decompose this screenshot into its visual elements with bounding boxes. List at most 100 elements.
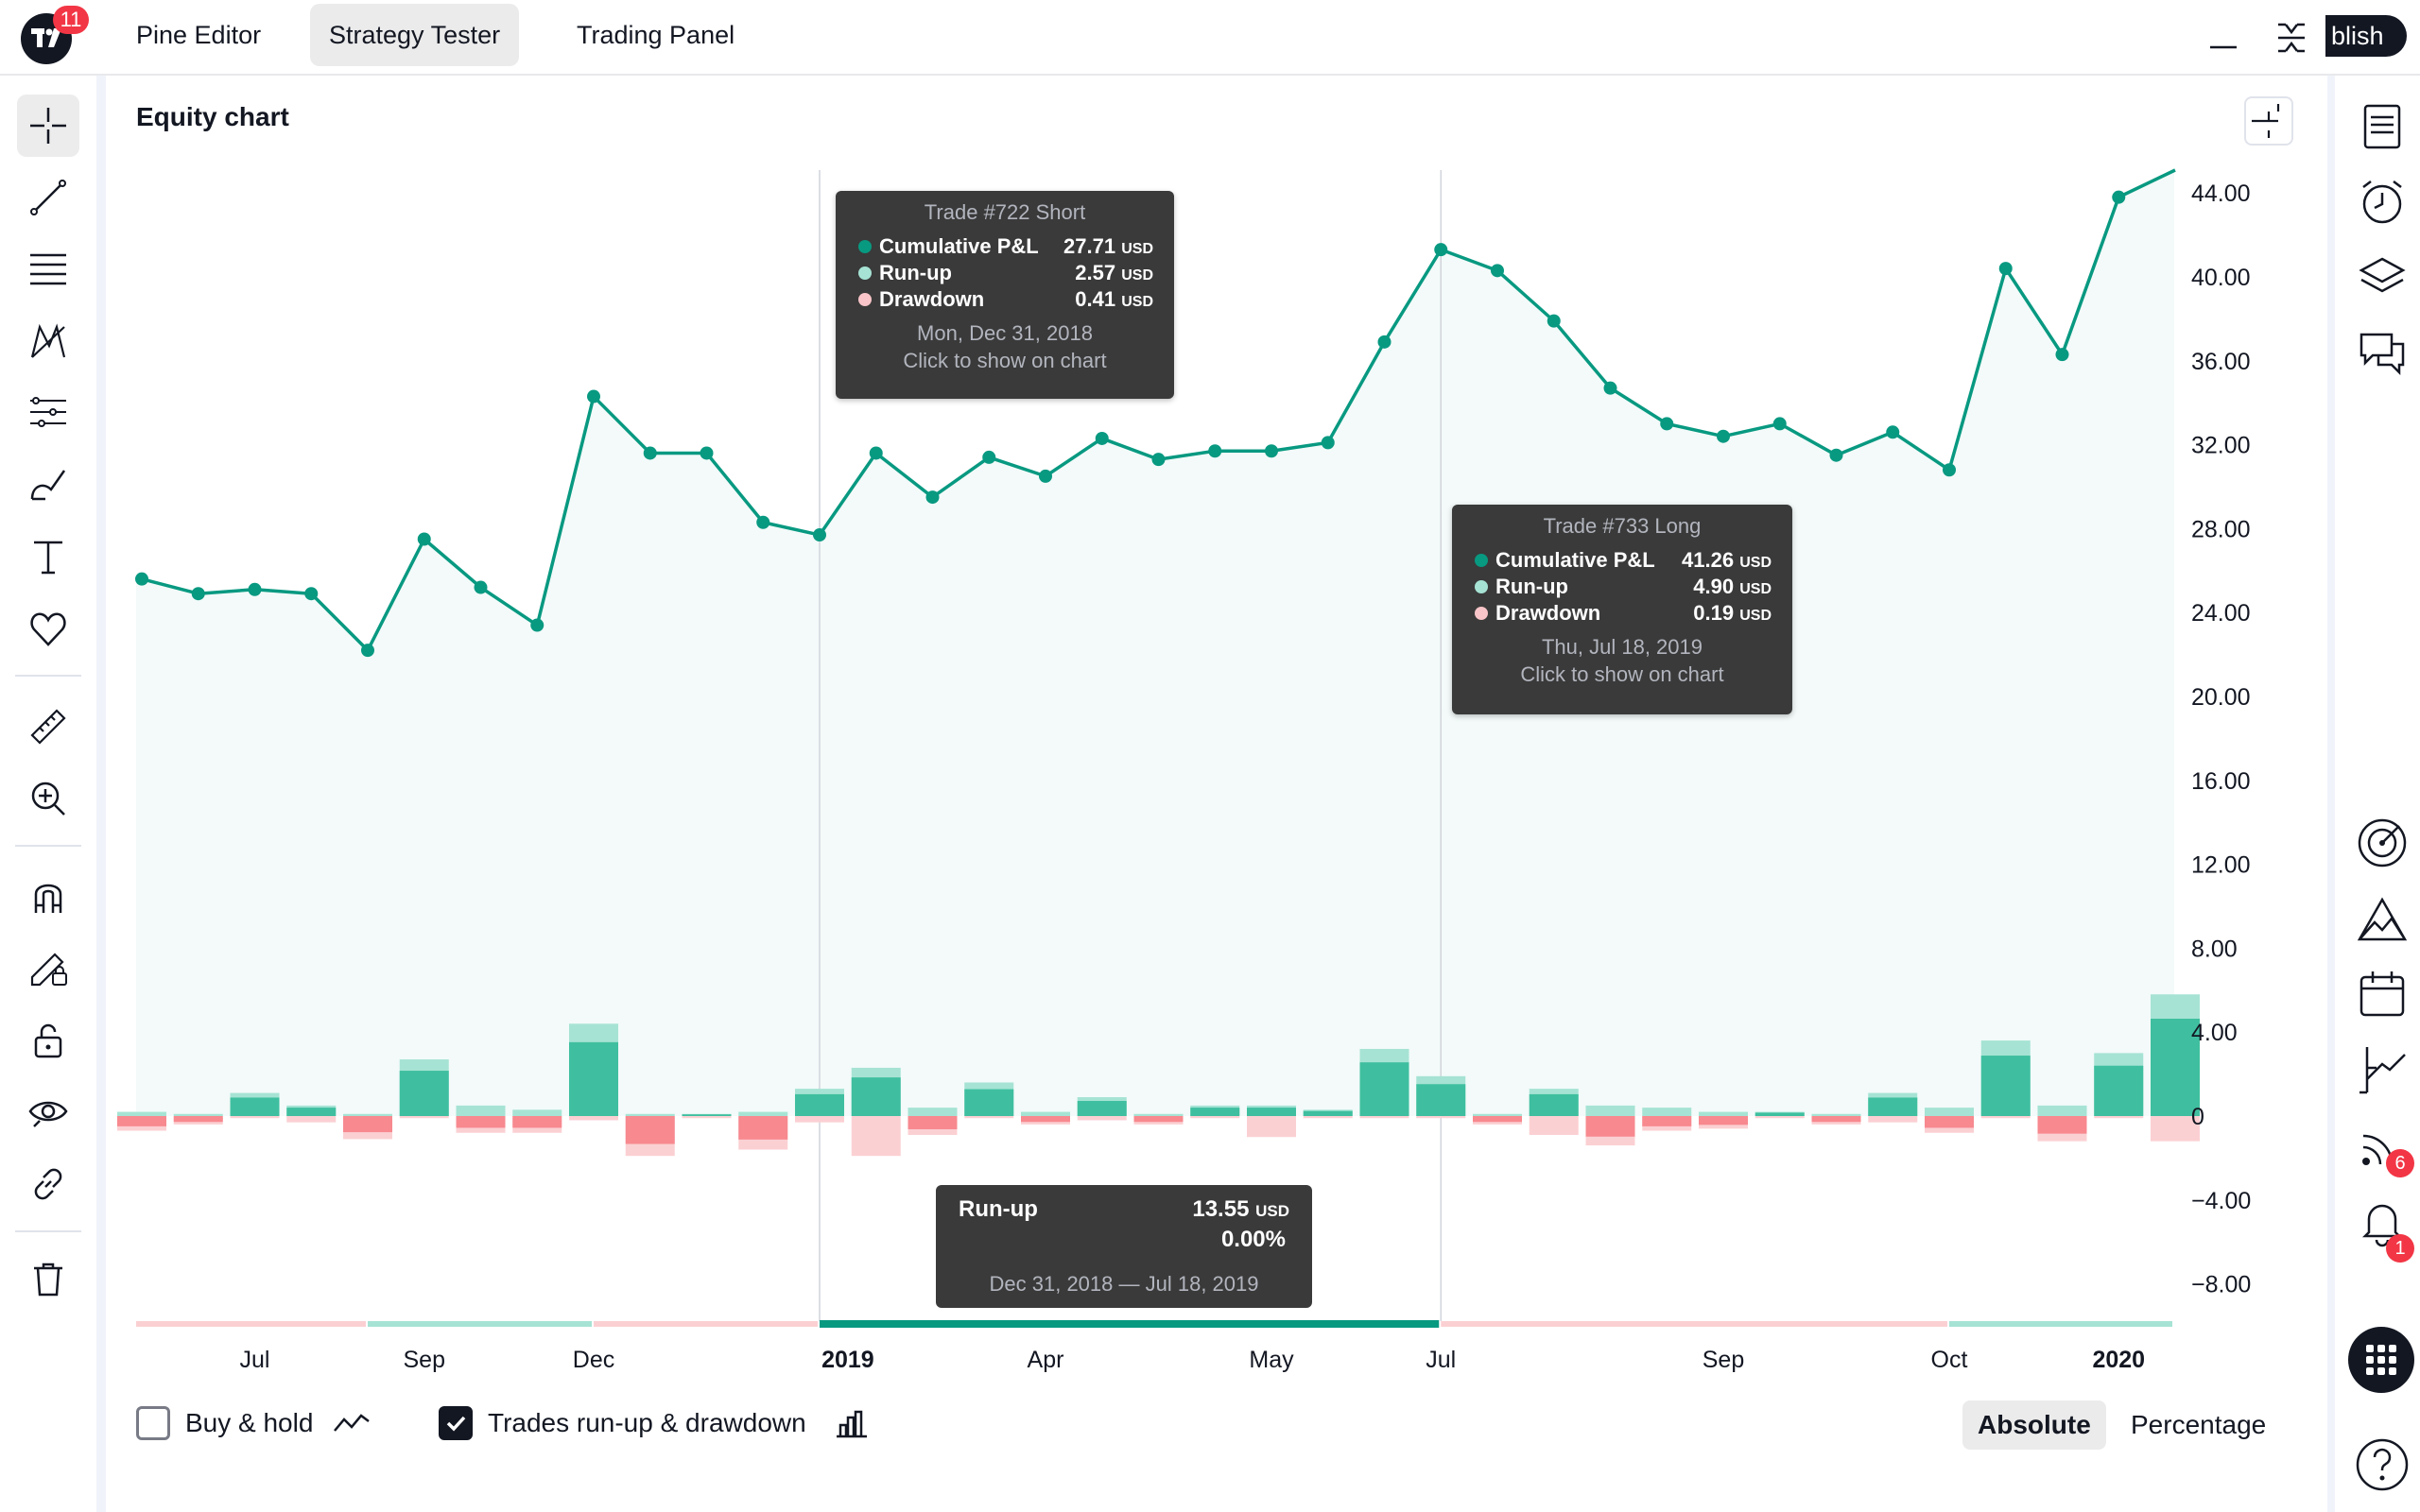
absolute-toggle[interactable]: Absolute bbox=[1962, 1400, 2106, 1450]
zoom-in-icon[interactable] bbox=[17, 767, 79, 830]
ruler-icon[interactable] bbox=[17, 696, 79, 758]
runup-bar bbox=[343, 1113, 392, 1116]
equity-point bbox=[1151, 453, 1166, 467]
equity-point bbox=[2055, 348, 2069, 362]
notification-count-badge: 11 bbox=[53, 6, 89, 34]
calendar-icon[interactable] bbox=[2354, 966, 2411, 1022]
drawdown-bar-inner bbox=[117, 1116, 166, 1126]
runup-bar-inner bbox=[1077, 1101, 1127, 1116]
heart-icon[interactable] bbox=[17, 597, 79, 660]
drawdown-bar-inner bbox=[1585, 1116, 1635, 1137]
y-tick-label: 40.00 bbox=[2191, 265, 2251, 291]
chat-icon[interactable] bbox=[2354, 325, 2411, 382]
period-segment bbox=[1441, 1321, 1947, 1327]
equity-point bbox=[587, 389, 600, 404]
equity-point bbox=[1265, 444, 1278, 458]
equity-point bbox=[530, 618, 544, 632]
equity-point bbox=[417, 532, 431, 546]
magnet-icon[interactable] bbox=[17, 866, 79, 928]
period-segment bbox=[820, 1320, 1440, 1328]
tab-pine-editor[interactable]: Pine Editor bbox=[136, 21, 262, 49]
pattern-tool-icon[interactable] bbox=[17, 310, 79, 372]
equity-point bbox=[248, 582, 262, 596]
drawdown-bar-inner bbox=[343, 1116, 392, 1133]
y-tick-label: 16.00 bbox=[2191, 768, 2251, 795]
tab-strategy-tester[interactable]: Strategy Tester bbox=[310, 4, 520, 66]
crosshair-icon[interactable] bbox=[17, 94, 79, 157]
lock-drawing-icon[interactable] bbox=[17, 937, 79, 1000]
y-tick-label: 8.00 bbox=[2191, 936, 2238, 962]
runup-bar-inner bbox=[1359, 1062, 1409, 1116]
x-tick-label: 2019 bbox=[821, 1347, 874, 1373]
runup-bar bbox=[173, 1113, 223, 1116]
alarm-clock-icon[interactable] bbox=[2354, 174, 2411, 231]
apps-grid-icon[interactable] bbox=[2348, 1327, 2414, 1393]
runup-value: 13.55 USD bbox=[1192, 1196, 1289, 1222]
unlock-icon[interactable] bbox=[17, 1009, 79, 1072]
runup-bar-inner bbox=[569, 1041, 618, 1116]
drawdown-bar bbox=[1077, 1116, 1127, 1121]
watchlist-icon[interactable] bbox=[2354, 98, 2411, 155]
tooltip-row-runup: Run-up 2.57 USD bbox=[836, 259, 1174, 285]
drawdown-bar bbox=[286, 1116, 337, 1123]
runup-bar bbox=[117, 1111, 166, 1116]
tooltip-row-pnl: Cumulative P&L 41.26 USD bbox=[1452, 546, 1792, 573]
eye-icon[interactable] bbox=[17, 1081, 79, 1143]
drawdown-bar-inner bbox=[625, 1116, 675, 1144]
ideas-mountain-icon[interactable] bbox=[2354, 890, 2411, 947]
layers-icon[interactable] bbox=[2354, 249, 2411, 306]
x-tick-label: Jul bbox=[1426, 1347, 1456, 1373]
runup-label: Run-up bbox=[959, 1196, 1038, 1222]
forecast-tool-icon[interactable] bbox=[17, 382, 79, 444]
runup-bar bbox=[1811, 1113, 1861, 1116]
y-tick-label: 44.00 bbox=[2191, 180, 2251, 207]
alerts-badge: 1 bbox=[2386, 1234, 2414, 1263]
tooltip-hint[interactable]: Click to show on chart bbox=[1520, 662, 1724, 686]
buy-hold-label[interactable]: Buy & hold bbox=[185, 1408, 314, 1437]
minimize-panel-icon[interactable] bbox=[2204, 19, 2242, 57]
tab-trading-panel[interactable]: Trading Panel bbox=[577, 21, 735, 49]
runup-period-tooltip: Run-up 13.55 USD 0.00% Dec 31, 2018 — Ju… bbox=[936, 1185, 1312, 1308]
text-tool-icon[interactable] bbox=[17, 525, 79, 588]
drawdown-bar-inner bbox=[1811, 1116, 1861, 1123]
brush-icon[interactable] bbox=[17, 454, 79, 516]
runup-bar bbox=[1642, 1108, 1692, 1116]
horizontal-lines-icon[interactable] bbox=[17, 238, 79, 301]
drawdown-bar bbox=[682, 1116, 732, 1119]
x-tick-label: Jul bbox=[240, 1347, 270, 1373]
equity-chart[interactable]: 44.00 40.00 36.00 32.00 28.00 24.00 20.00 16.00… bbox=[0, 0, 2325, 1380]
y-tick-label: 24.00 bbox=[2191, 600, 2251, 627]
drawdown-bar-inner bbox=[1699, 1116, 1748, 1125]
runup-bar bbox=[738, 1111, 788, 1116]
strategy-chart-icon[interactable] bbox=[2354, 1041, 2411, 1098]
percentage-toggle[interactable]: Percentage bbox=[2131, 1410, 2267, 1439]
trades-runup-label[interactable]: Trades run-up & drawdown bbox=[488, 1408, 806, 1437]
target-icon[interactable] bbox=[2354, 815, 2411, 871]
tooltip-hint[interactable]: Click to show on chart bbox=[903, 349, 1107, 372]
trade-tooltip-733: Trade #733 Long Cumulative P&L 41.26 USD… bbox=[1452, 505, 1792, 714]
maximize-panel-icon[interactable] bbox=[2273, 19, 2310, 57]
link-icon[interactable] bbox=[17, 1153, 79, 1215]
equity-point bbox=[813, 528, 826, 542]
buy-hold-checkbox[interactable] bbox=[136, 1406, 170, 1440]
collapse-icon[interactable] bbox=[2244, 96, 2293, 146]
runup-bar bbox=[1925, 1108, 1974, 1116]
runup-bar-inner bbox=[230, 1097, 280, 1116]
runup-bar-inner bbox=[1416, 1084, 1466, 1116]
y-tick-label: 36.00 bbox=[2191, 349, 2251, 375]
runup-bar-inner bbox=[2151, 1018, 2200, 1116]
equity-point bbox=[643, 446, 657, 460]
runup-bar-inner bbox=[1980, 1056, 2031, 1116]
trend-line-icon[interactable] bbox=[17, 166, 79, 229]
tooltip-row-pnl: Cumulative P&L 27.71 USD bbox=[836, 232, 1174, 259]
help-icon[interactable] bbox=[2354, 1436, 2411, 1493]
trades-runup-checkbox[interactable] bbox=[439, 1406, 473, 1440]
trash-icon[interactable] bbox=[17, 1247, 79, 1310]
equity-point bbox=[135, 572, 148, 586]
drawdown-bar bbox=[1190, 1116, 1240, 1119]
runup-bar-inner bbox=[1868, 1097, 1918, 1116]
period-segment bbox=[594, 1321, 818, 1327]
publish-button[interactable]: blish bbox=[2325, 15, 2407, 57]
runup-bar-inner bbox=[1303, 1110, 1353, 1116]
drawdown-bar bbox=[230, 1116, 280, 1119]
